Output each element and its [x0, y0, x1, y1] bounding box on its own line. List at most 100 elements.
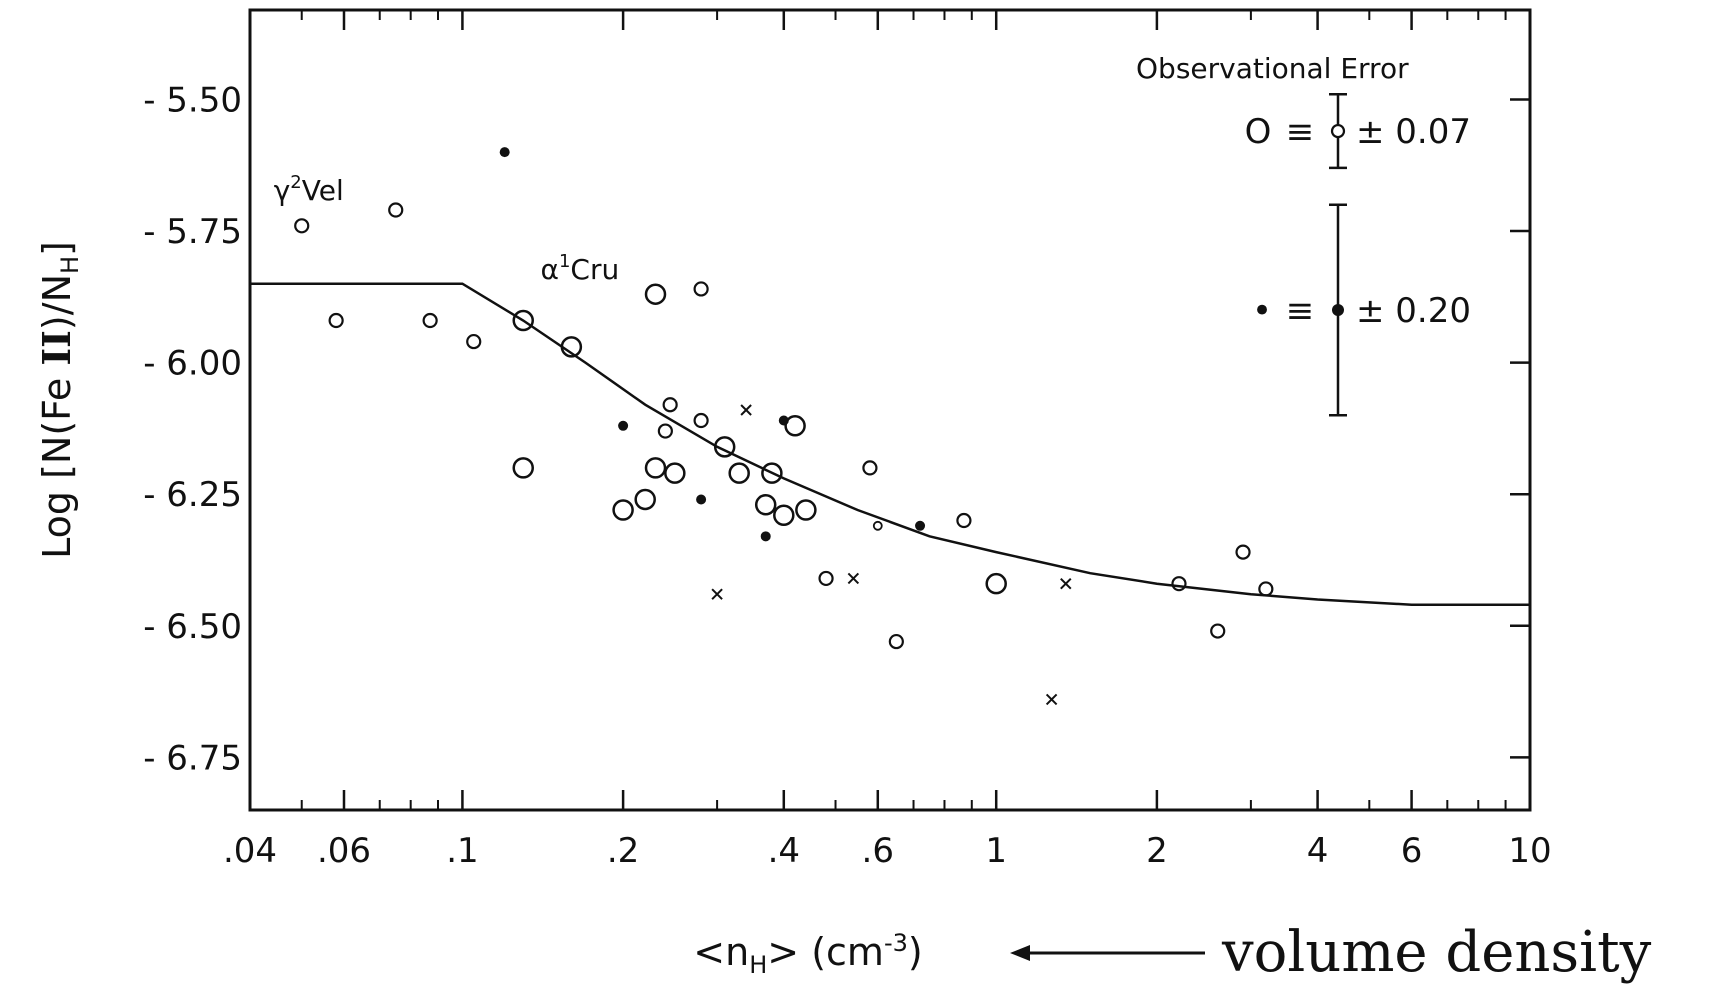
model-curve	[250, 282, 1530, 606]
open-circle-large-point	[773, 504, 795, 527]
axis-ticks	[300, 10, 1530, 810]
y-axis-title-mid: )/N	[35, 274, 79, 330]
star-label: α1Cru	[541, 251, 620, 286]
annotation-arrow-head	[1010, 945, 1030, 961]
open-circle-large-point	[761, 462, 783, 484]
filled-dot-point	[915, 520, 926, 531]
open-circle-large-point	[644, 457, 667, 479]
plot-frame	[248, 8, 1532, 812]
legend-open-marker	[1330, 123, 1346, 139]
legend-filled-marker	[1332, 304, 1344, 316]
x-tick-label: .6	[862, 831, 894, 871]
cross-stroke	[1045, 693, 1058, 706]
open-circle-small-point	[862, 460, 878, 476]
x-tick-label: 6	[1401, 831, 1423, 871]
open-circle-small-point	[888, 633, 904, 650]
legend-symbol: •	[1252, 291, 1272, 331]
point-annotations: γ2Vel α1Cru	[274, 172, 620, 286]
star-label-greek: γ	[274, 174, 291, 207]
cross-stroke	[711, 588, 723, 600]
filled-dot-point	[499, 147, 510, 158]
legend-title: Observational Error	[1136, 52, 1409, 85]
legend-equiv: ≡	[1286, 112, 1315, 152]
open-circle-small-point	[693, 281, 709, 297]
filled-dot-point	[618, 420, 629, 431]
filled-dot-point	[778, 415, 789, 426]
open-circle-large-point	[664, 462, 686, 484]
x-axis-title-sub: H	[749, 951, 767, 979]
open-circle-small-point	[328, 312, 344, 329]
open-circle-large-point	[985, 572, 1007, 595]
open-circle-small-point	[422, 312, 438, 329]
open-circle-small-point	[657, 423, 673, 439]
legend-symbol: O	[1245, 112, 1272, 152]
x-tick-label: 4	[1307, 831, 1329, 871]
open-circle-large-point	[713, 436, 736, 458]
x-tick-label: 2	[1146, 831, 1168, 871]
star-label-sup: 1	[559, 251, 570, 272]
open-circle-large-point	[754, 493, 777, 516]
star-label: γ2Vel	[274, 172, 344, 207]
legend: Observational Error O ≡ ± 0.07 • ≡ ± 0.20	[1136, 52, 1471, 417]
y-axis-title-start: Log [N(Fe	[35, 366, 79, 559]
y-tick-label: - 5.75	[143, 212, 242, 252]
open-circle-large-point	[512, 457, 534, 479]
star-label-greek: α	[541, 253, 559, 286]
open-circle-small-point	[693, 412, 709, 429]
cross-stroke	[740, 404, 752, 416]
x-axis-title-unit: > (cm	[767, 930, 884, 974]
cross-point	[740, 404, 752, 416]
x-tick-label: 1	[985, 831, 1007, 871]
star-label-name: Vel	[302, 174, 344, 207]
x-tick-label: .06	[317, 831, 371, 871]
open-circle-large-point	[560, 336, 583, 358]
y-tick-label: - 6.00	[143, 344, 242, 384]
open-circle-small-point	[1235, 544, 1251, 560]
open-circle-small-point	[956, 512, 972, 529]
x-tick-label: .04	[223, 831, 277, 871]
open-circle-small-point	[388, 202, 404, 218]
y-tick-label: - 6.50	[143, 607, 242, 647]
legend-error-label: ± 0.07	[1356, 112, 1471, 152]
x-axis-title-start: <n	[693, 930, 749, 974]
x-tick-label: .1	[446, 831, 478, 871]
x-axis-title: <nH> (cm-3)	[693, 929, 922, 979]
open-circle-small-point	[466, 333, 482, 350]
open-circle-large-point	[612, 499, 634, 521]
open-circle-large-point	[784, 415, 806, 437]
open-circle-small-point	[818, 570, 834, 587]
y-tick-label: - 6.75	[143, 738, 242, 778]
open-circle-large-point	[795, 499, 817, 521]
x-tick-label: 10	[1508, 831, 1551, 871]
y-axis-title-end: ]	[35, 241, 79, 256]
x-tick-label: .2	[607, 831, 639, 871]
x-tick-label: .4	[768, 831, 800, 871]
tick-labels: .04 .06 .1 .2 .4 .6 1 2 4 6 10 - 5.50 - 5.75 - 6.00 - …	[143, 80, 1551, 871]
cross-point	[711, 588, 723, 600]
open-circle-small-point	[662, 397, 678, 413]
x-axis-title-sup: -3	[884, 929, 908, 957]
x-axis-title-end: )	[908, 930, 923, 974]
cross-point	[1045, 693, 1058, 706]
cross-stroke	[1060, 577, 1072, 590]
y-axis-title-sub: H	[56, 256, 84, 274]
legend-equiv: ≡	[1286, 291, 1315, 331]
open-circle-large-point	[634, 488, 656, 511]
data-points	[294, 147, 1274, 706]
cross-point	[1060, 577, 1072, 590]
open-circle-large-point	[728, 462, 750, 484]
star-label-sup: 2	[290, 172, 301, 193]
tiny-circle-point	[872, 520, 883, 531]
y-tick-label: - 5.50	[143, 80, 242, 120]
volume-density-annotation: volume density	[1221, 920, 1652, 985]
open-circle-small-point	[294, 218, 310, 234]
filled-dot-point	[696, 494, 707, 505]
open-circle-small-point	[1171, 576, 1187, 592]
y-tick-label: - 6.25	[143, 475, 242, 515]
cross-stroke	[847, 572, 860, 585]
y-axis-title: Log [N(Fe II)/NH]	[34, 241, 84, 559]
star-label-name: Cru	[570, 253, 619, 286]
filled-dot-point	[760, 531, 771, 542]
open-circle-small-point	[1258, 581, 1274, 597]
